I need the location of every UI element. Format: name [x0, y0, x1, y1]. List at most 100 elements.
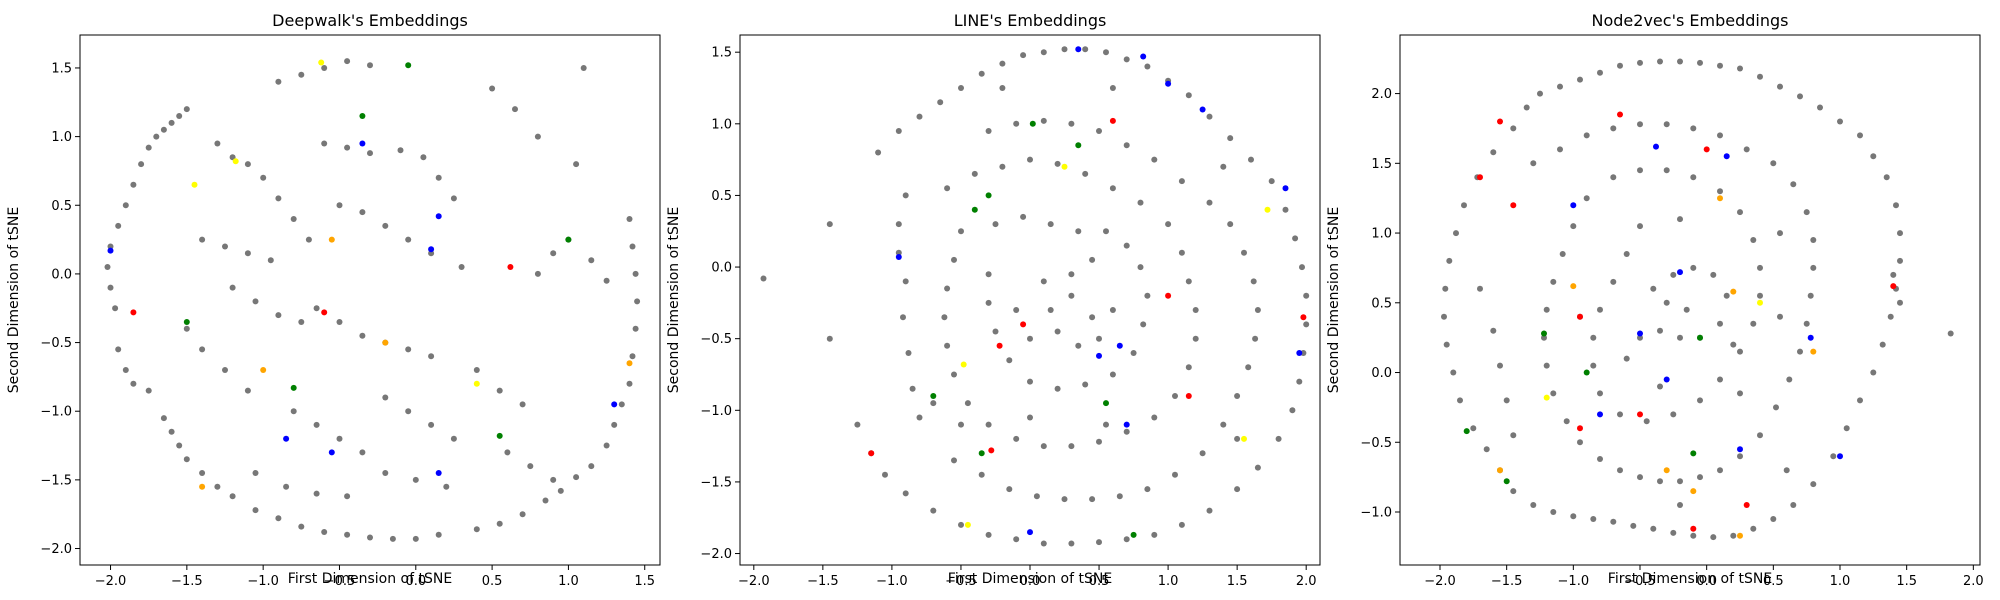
highlight-point: [1807, 334, 1814, 341]
scatter-point: [1893, 202, 1899, 209]
scatter-point: [1757, 264, 1763, 271]
highlight-point: [1653, 143, 1659, 150]
highlight-point: [130, 309, 137, 316]
scatter-point: [1737, 390, 1743, 397]
scatter-point: [176, 113, 183, 119]
scatter-point: [1677, 216, 1683, 223]
scatter-point: [1770, 160, 1777, 167]
scatter-point: [1690, 532, 1697, 539]
scatter-point: [1773, 404, 1779, 411]
x-tick-label: 1.5: [634, 574, 655, 589]
y-tick-label: −0.5: [700, 332, 732, 347]
scatter-point: [1068, 271, 1075, 278]
plot-frame: [739, 34, 1321, 566]
scatter-point: [1810, 237, 1817, 243]
scatter-point: [1206, 199, 1213, 206]
highlight-point: [473, 380, 480, 387]
scatter-point: [290, 408, 297, 415]
y-axis-ticks: −2.0 −1.5 −1.0 −0.5 0.0 0.5 1.0 1.5: [700, 46, 740, 562]
scatter-point: [1897, 230, 1903, 237]
scatter-point: [397, 147, 404, 154]
scatter-point: [1690, 174, 1697, 181]
scatter-point: [971, 170, 978, 177]
scatter-point: [1543, 306, 1550, 313]
x-tick-label: −1.0: [876, 574, 908, 589]
x-axis-ticks: −2.0 −1.5 −1.0 −0.5 0.0 0.5 1.0 1.5 2.0: [738, 565, 1317, 589]
highlight-point: [359, 113, 366, 119]
scatter-point: [1610, 125, 1617, 132]
scatter-point: [222, 367, 228, 373]
scatter-point: [1151, 531, 1158, 538]
scatter-point: [473, 367, 480, 373]
highlight-point: [1663, 467, 1670, 474]
scatter-point: [1890, 271, 1897, 278]
x-tick-label: 0.0: [1696, 574, 1717, 589]
scatter-point: [1887, 313, 1894, 320]
scatter-point: [1730, 341, 1737, 348]
scatter-point: [1883, 174, 1890, 181]
scatter-point: [1541, 334, 1547, 341]
scatter-point: [1296, 378, 1303, 385]
y-axis-ticks: −2.0 −1.5 −1.0 −0.5 0.0 0.5 1.0 1.5: [40, 61, 80, 557]
scatter-point: [1109, 371, 1116, 378]
scatter-point: [1185, 278, 1192, 285]
scatter-point: [1165, 221, 1172, 228]
scatter-point: [951, 371, 957, 378]
highlight-point: [260, 367, 267, 373]
scatter-point: [1234, 435, 1241, 442]
scatter-point: [1199, 450, 1206, 457]
scatter-point: [930, 507, 937, 514]
scatter-point: [902, 278, 909, 285]
x-tick-label: 0.5: [1089, 574, 1110, 589]
scatter-point: [1206, 507, 1213, 514]
scatter-point: [1777, 313, 1783, 320]
scatter-point: [344, 493, 351, 500]
highlight-point: [1116, 342, 1123, 349]
scatter-point: [1717, 320, 1723, 327]
x-axis-ticks: −2.0 −1.5 −1.0 −0.5 0.0 0.5 1.0 1.5 2.0: [1424, 565, 1984, 589]
scatter-point: [275, 515, 282, 522]
scatter-point: [412, 476, 419, 483]
scatter-point: [1443, 341, 1450, 348]
scatter-point: [1817, 104, 1823, 111]
highlight-point: [964, 521, 971, 528]
scatter-point: [504, 449, 511, 456]
highlight-point: [1597, 411, 1603, 418]
scatter-point: [298, 319, 305, 325]
scatter-point: [1013, 120, 1020, 127]
scatter-point: [1737, 453, 1743, 460]
scatter-point: [1550, 390, 1557, 397]
scatter-point: [1690, 125, 1697, 132]
scatter-point: [1096, 539, 1102, 546]
scatter-point: [435, 174, 442, 181]
scatter-point: [1570, 223, 1577, 230]
highlight-point: [1510, 202, 1517, 209]
highlight-point: [1697, 334, 1703, 341]
scatter-point: [1234, 486, 1241, 493]
scatter-point: [275, 195, 282, 202]
scatter-point: [1750, 525, 1757, 532]
scatter-point: [905, 350, 912, 356]
scatter-point: [1130, 350, 1137, 356]
scatter-point: [1830, 453, 1837, 460]
highlight-point: [359, 140, 366, 147]
scatter-point: [199, 236, 206, 243]
scatter-point: [1220, 421, 1227, 428]
y-axis-ticks: −1.0 −0.5 0.0 0.5 1.0 1.5 2.0: [1360, 87, 1400, 521]
scatter-point: [985, 299, 992, 306]
scatter-point: [122, 202, 129, 209]
scatter-point: [557, 487, 564, 494]
x-tick-label: −1.5: [807, 574, 839, 589]
scatter-point: [321, 140, 328, 147]
scatter-point: [130, 380, 137, 387]
scatter-point: [107, 243, 114, 250]
highlight-point: [107, 247, 114, 254]
highlight-point: [1577, 313, 1583, 320]
x-axis-ticks: −2.0 −1.5 −1.0 −0.5 0.0 0.5 1.0 1.5: [95, 565, 655, 589]
scatter-point: [1054, 160, 1061, 167]
scatter-point: [1020, 213, 1027, 220]
scatter-point: [1590, 516, 1597, 522]
scatter-point: [1241, 249, 1247, 256]
highlight-point: [1282, 185, 1289, 192]
y-tick-label: 1.5: [1371, 157, 1392, 172]
